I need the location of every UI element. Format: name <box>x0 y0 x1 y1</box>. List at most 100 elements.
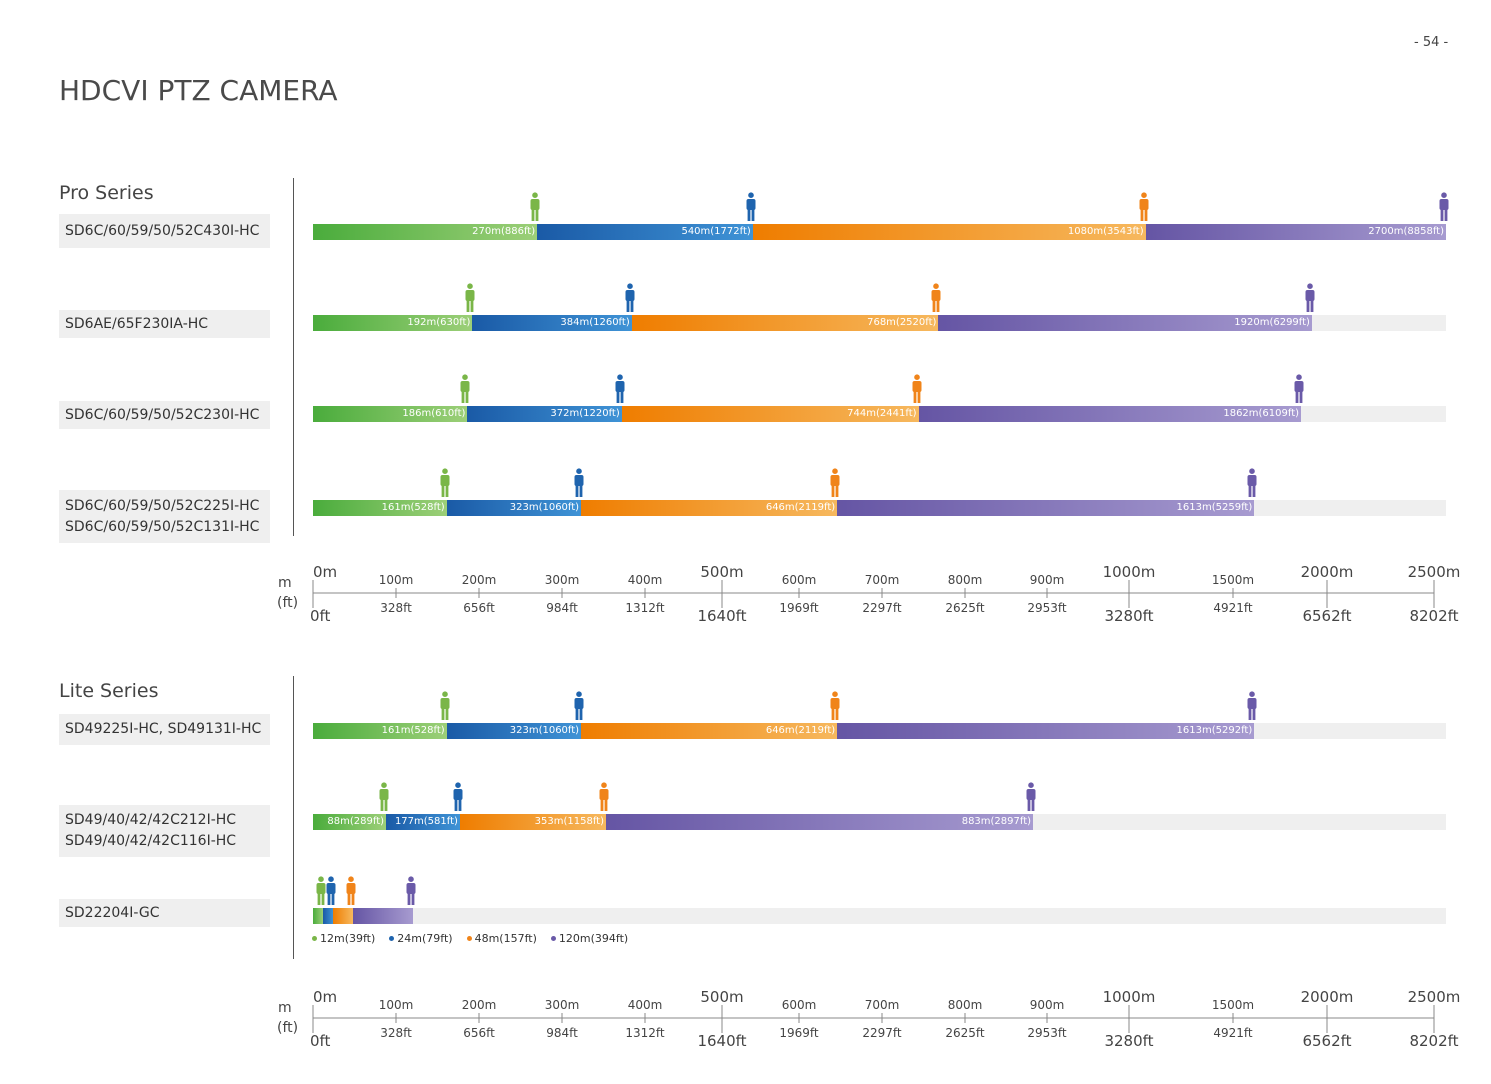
axis-tick-label-ft: 984ft <box>546 1026 578 1040</box>
axis-unit-ft: (ft) <box>277 1020 298 1036</box>
model-name: SD6C/60/59/50/52C225I-HC <box>65 497 260 514</box>
detect-person-icon <box>440 691 450 720</box>
axis-tick-label-ft: 2625ft <box>945 1026 985 1040</box>
axis-tick-label-m: 100m <box>379 998 414 1012</box>
range-segment <box>938 315 1312 331</box>
model-name: SD6AE/65F230IA-HC <box>65 315 209 332</box>
model-label: SD6C/60/59/50/52C430I-HC <box>59 214 270 248</box>
axis-tick-label-ft: 3280ft <box>1104 607 1153 625</box>
range-segment <box>467 406 622 422</box>
legend-item: 120m(394ft) <box>550 932 629 945</box>
axis-tick-label-ft: 8202ft <box>1409 607 1458 625</box>
legend-item: 24m(79ft) <box>389 932 453 945</box>
observe-person-icon <box>453 782 463 811</box>
range-label: 646m(2119ft) <box>765 502 836 513</box>
model-label: SD22204I-GC <box>59 899 270 927</box>
legend-dot <box>550 936 556 941</box>
detect-person-icon <box>460 374 470 403</box>
model-label: SD6C/60/59/50/52C230I-HC <box>59 401 270 429</box>
range-segment <box>313 908 323 924</box>
axis-tick-label-ft: 1640ft <box>697 607 746 625</box>
range-label: 323m(1060ft) <box>509 502 580 513</box>
axis-tick-label-ft: 2953ft <box>1027 601 1067 615</box>
axis-tick-label-ft: 6562ft <box>1302 607 1351 625</box>
detect-person-icon <box>316 876 326 905</box>
legend-label: 12m(39ft) <box>320 932 376 945</box>
legend-item: 48m(157ft) <box>466 932 537 945</box>
distance-axis: m (ft) 0m 0ft 100m 328ft 200m 656ft 300m 984ft 400… <box>277 988 1461 1050</box>
identify-person-icon <box>1439 192 1449 221</box>
axis-tick-label-ft: 8202ft <box>1409 1032 1458 1050</box>
recognize-person-icon <box>830 691 840 720</box>
observe-person-icon <box>625 283 635 312</box>
range-segment <box>837 723 1255 739</box>
page-number: - 54 - <box>1414 35 1449 50</box>
axis-tick-label-m: 800m <box>948 998 983 1012</box>
range-label: 2700m(8858ft) <box>1368 226 1444 237</box>
recognize-person-icon <box>912 374 922 403</box>
legend-dot <box>466 936 472 941</box>
distance-axis: m (ft) 0m 0ft 100m 328ft 200m 656ft 300m 984ft 400… <box>277 563 1460 625</box>
range-segment <box>313 814 387 830</box>
observe-person-icon <box>746 192 756 221</box>
series-title: Pro Series <box>59 182 154 204</box>
range-label: 883m(2897ft) <box>961 816 1032 827</box>
axis-tick-label-m: 600m <box>782 573 817 587</box>
recognize-person-icon <box>599 782 609 811</box>
recognize-person-icon <box>1139 192 1149 221</box>
model-label: SD49/40/42/42C212I-HC SD49/40/42/42C116I-… <box>59 805 270 857</box>
axis-tick-label-ft: 656ft <box>463 1026 495 1040</box>
axis-tick-label-ft: 6562ft <box>1302 1032 1351 1050</box>
axis-tick-label-ft: 2297ft <box>862 601 902 615</box>
model-name: SD49225I-HC, SD49131I-HC <box>65 721 262 737</box>
axis-tick-label-ft: 2297ft <box>862 1026 902 1040</box>
model-label: SD6AE/65F230IA-HC <box>59 310 270 338</box>
axis-tick-label-m: 400m <box>628 998 663 1012</box>
axis-tick-label-ft: 0ft <box>310 607 331 625</box>
range-label: 161m(528ft) <box>381 725 445 736</box>
axis-tick-label-m: 700m <box>865 573 900 587</box>
range-label: 372m(1220ft) <box>550 408 620 419</box>
range-label: 1613m(5292ft) <box>1176 725 1253 736</box>
detect-person-icon <box>379 782 389 811</box>
model-label: SD49225I-HC, SD49131I-HC <box>59 714 270 745</box>
axis-tick-label-m: 400m <box>628 573 663 587</box>
range-segment <box>313 406 468 422</box>
range-segment <box>313 723 447 739</box>
range-segment <box>1145 224 1446 240</box>
range-segment <box>446 723 582 739</box>
range-label: 1613m(5259ft) <box>1176 502 1253 513</box>
model-name: SD6C/60/59/50/52C131I-HC <box>65 518 260 535</box>
axis-tick-label-ft: 2953ft <box>1027 1026 1067 1040</box>
legend: 12m(39ft) 24m(79ft) 48m(157ft) 120m(394ft) <box>312 932 628 945</box>
axis-tick-label-m: 1000m <box>1103 988 1156 1006</box>
range-segment <box>313 224 538 240</box>
series-divider <box>293 178 294 536</box>
axis-tick-label-m: 1000m <box>1103 563 1156 581</box>
legend-item: 12m(39ft) <box>312 932 375 945</box>
axis-tick-label-ft: 1312ft <box>625 601 665 615</box>
legend-label: 120m(394ft) <box>558 932 629 945</box>
range-segment <box>352 908 413 924</box>
detect-person-icon <box>530 192 540 221</box>
range-segment <box>918 406 1302 422</box>
axis-tick-label-m: 2000m <box>1301 563 1354 581</box>
legend-dot <box>312 936 317 941</box>
range-label: 1920m(6299ft) <box>1234 317 1310 328</box>
identify-person-icon <box>1305 283 1315 312</box>
page-title: HDCVI PTZ CAMERA <box>59 74 338 107</box>
range-label: 768m(2520ft) <box>867 317 937 328</box>
axis-tick-label-ft: 4921ft <box>1213 1026 1253 1040</box>
axis-tick-label-m: 100m <box>379 573 414 587</box>
axis-tick-label-ft: 328ft <box>380 1026 412 1040</box>
range-label: 186m(610ft) <box>402 408 466 419</box>
range-segment <box>386 814 460 830</box>
range-segment <box>631 315 939 331</box>
model-name: SD22204I-GC <box>65 904 160 921</box>
axis-tick-label-m: 2500m <box>1408 988 1461 1006</box>
axis-tick-label-m: 300m <box>545 573 580 587</box>
recognize-person-icon <box>346 876 356 905</box>
range-label: 353m(1158ft) <box>534 816 604 827</box>
axis-unit-m: m <box>278 1000 292 1016</box>
series-title: Lite Series <box>59 680 159 702</box>
